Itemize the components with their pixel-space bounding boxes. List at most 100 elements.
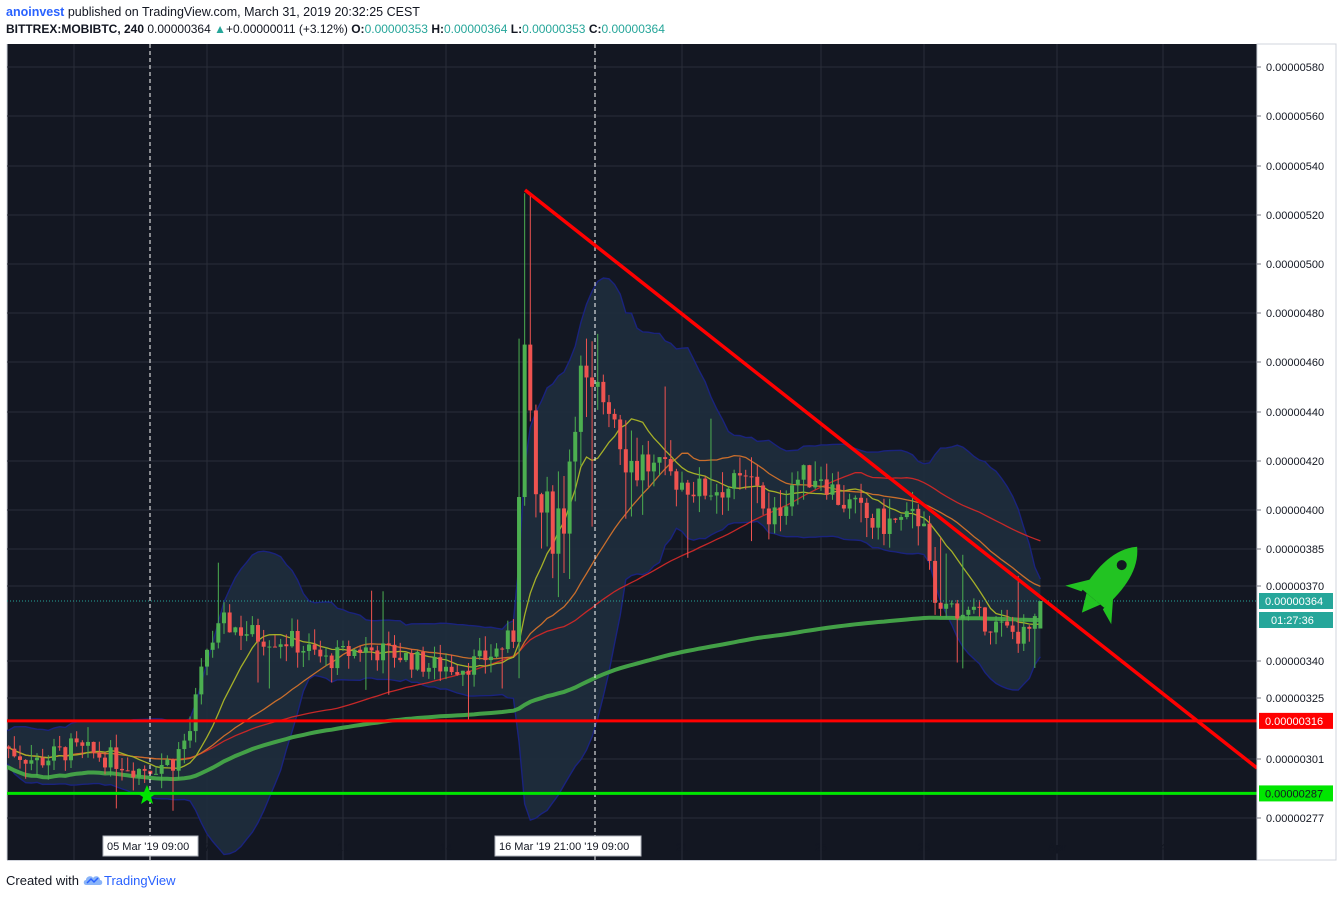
date-tick-label: 14	[440, 842, 452, 854]
candle-body	[210, 642, 215, 650]
candle-body	[108, 747, 113, 768]
date-axis[interactable]: 7 11 14 21 25 28 Apr 4 05 Mar '19 09:00 16 Mar '1…	[7, 835, 1257, 861]
price-tick-label: 0.00000301	[1266, 754, 1324, 766]
price-axis[interactable]: 0.00000580 0.00000560 0.00000540 0.00000520…	[1256, 43, 1337, 861]
countdown-tag-bg	[1259, 612, 1333, 628]
date-tick-label: 25	[815, 842, 827, 854]
candle-body	[284, 644, 289, 647]
price-tick-label: 0.00000520	[1266, 210, 1324, 222]
created-with-label: Created with	[6, 873, 79, 888]
candle-body	[629, 460, 634, 473]
candle-body	[176, 749, 181, 771]
candle-body	[80, 742, 85, 746]
candle-body	[256, 625, 260, 642]
candle-body	[488, 656, 493, 661]
candle-body	[539, 494, 544, 513]
candle-body	[375, 650, 380, 661]
date-tick-label: 4	[1160, 842, 1166, 854]
price-tick-label: 0.00000460	[1266, 357, 1324, 369]
candle-body	[801, 465, 806, 480]
trendline[interactable]	[523, 188, 1257, 770]
candle-body	[887, 518, 892, 534]
candle-body	[1027, 626, 1032, 629]
candle-body	[893, 518, 898, 520]
green-support-tag: 0.00000287	[1265, 788, 1323, 800]
candle-body	[703, 478, 708, 496]
candle-body	[216, 623, 221, 643]
candle-body	[640, 454, 645, 481]
candle-body	[432, 657, 437, 668]
last-price-tag-bg	[1259, 593, 1333, 609]
price-tick-label: 0.00000400	[1266, 505, 1324, 517]
candle-body	[460, 670, 465, 675]
candle-body	[651, 462, 656, 472]
author-link[interactable]: anoinvest	[6, 5, 65, 19]
candle-body	[369, 647, 374, 651]
candle-body	[691, 494, 696, 497]
candle-body	[708, 495, 713, 497]
candle-body	[74, 738, 79, 743]
candle-body	[409, 653, 414, 670]
rocket-body-group	[1065, 546, 1138, 625]
candle-body	[904, 511, 909, 518]
candle-body	[477, 650, 482, 657]
candle-body	[12, 748, 17, 757]
date-tick-label: 28	[918, 842, 930, 854]
candle-body	[363, 647, 368, 653]
candle-body	[646, 454, 651, 472]
candle-body	[483, 650, 488, 661]
candle-body	[726, 488, 731, 498]
candle-body	[955, 603, 960, 619]
date-tick-label: 11	[337, 842, 348, 854]
candle-body	[618, 419, 623, 450]
candle-body	[205, 649, 209, 667]
candle-body	[18, 756, 22, 760]
price-tick-label: 0.00000325	[1266, 693, 1324, 705]
candle-body	[29, 760, 34, 764]
sma-200-line	[7, 615, 1041, 782]
candle-body	[455, 672, 460, 675]
candlesticks	[7, 193, 1043, 811]
candle-body	[784, 506, 789, 516]
candle-body	[449, 666, 454, 673]
tradingview-link[interactable]: TradingView	[103, 873, 176, 888]
candle-body	[944, 603, 949, 609]
candle-body	[606, 402, 611, 414]
candle-body	[57, 746, 62, 748]
crosshair-date-tag-left-bg	[102, 835, 199, 857]
candle-body	[188, 731, 192, 741]
rocket-window	[1116, 560, 1127, 571]
candle-body	[876, 508, 881, 528]
close-value: 0.00000364	[601, 22, 665, 36]
candle-body	[994, 621, 999, 633]
bollinger-lower-line	[7, 520, 1041, 856]
red-support-tag: 0.00000316	[1265, 716, 1323, 728]
candle-body	[91, 741, 96, 753]
candle-body	[137, 768, 141, 778]
candle-body	[685, 482, 690, 495]
candle-body	[386, 643, 391, 645]
candle-body	[545, 491, 550, 513]
candle-body	[971, 606, 976, 610]
candle-body	[346, 646, 351, 657]
price-tick-label: 0.00000385	[1266, 544, 1324, 556]
candle-body	[938, 602, 943, 609]
date-tick-label: Apr	[1048, 842, 1068, 854]
candle-body	[522, 344, 527, 498]
candle-body	[999, 621, 1004, 623]
candle-body	[853, 497, 858, 500]
price-tick-label: 0.00000480	[1266, 308, 1324, 320]
candle-body	[131, 770, 136, 778]
candle-body	[244, 634, 249, 636]
bollinger-fill	[7, 278, 1041, 855]
candle-body	[511, 630, 516, 642]
sma-mid-line	[7, 452, 1041, 761]
candle-body	[910, 508, 915, 512]
candle-body	[927, 523, 932, 561]
candle-body	[295, 630, 300, 653]
low-label: L:	[510, 22, 523, 36]
price-tick-label: 0.00000440	[1266, 407, 1324, 419]
candle-body	[697, 478, 702, 497]
candle-body	[35, 757, 39, 761]
